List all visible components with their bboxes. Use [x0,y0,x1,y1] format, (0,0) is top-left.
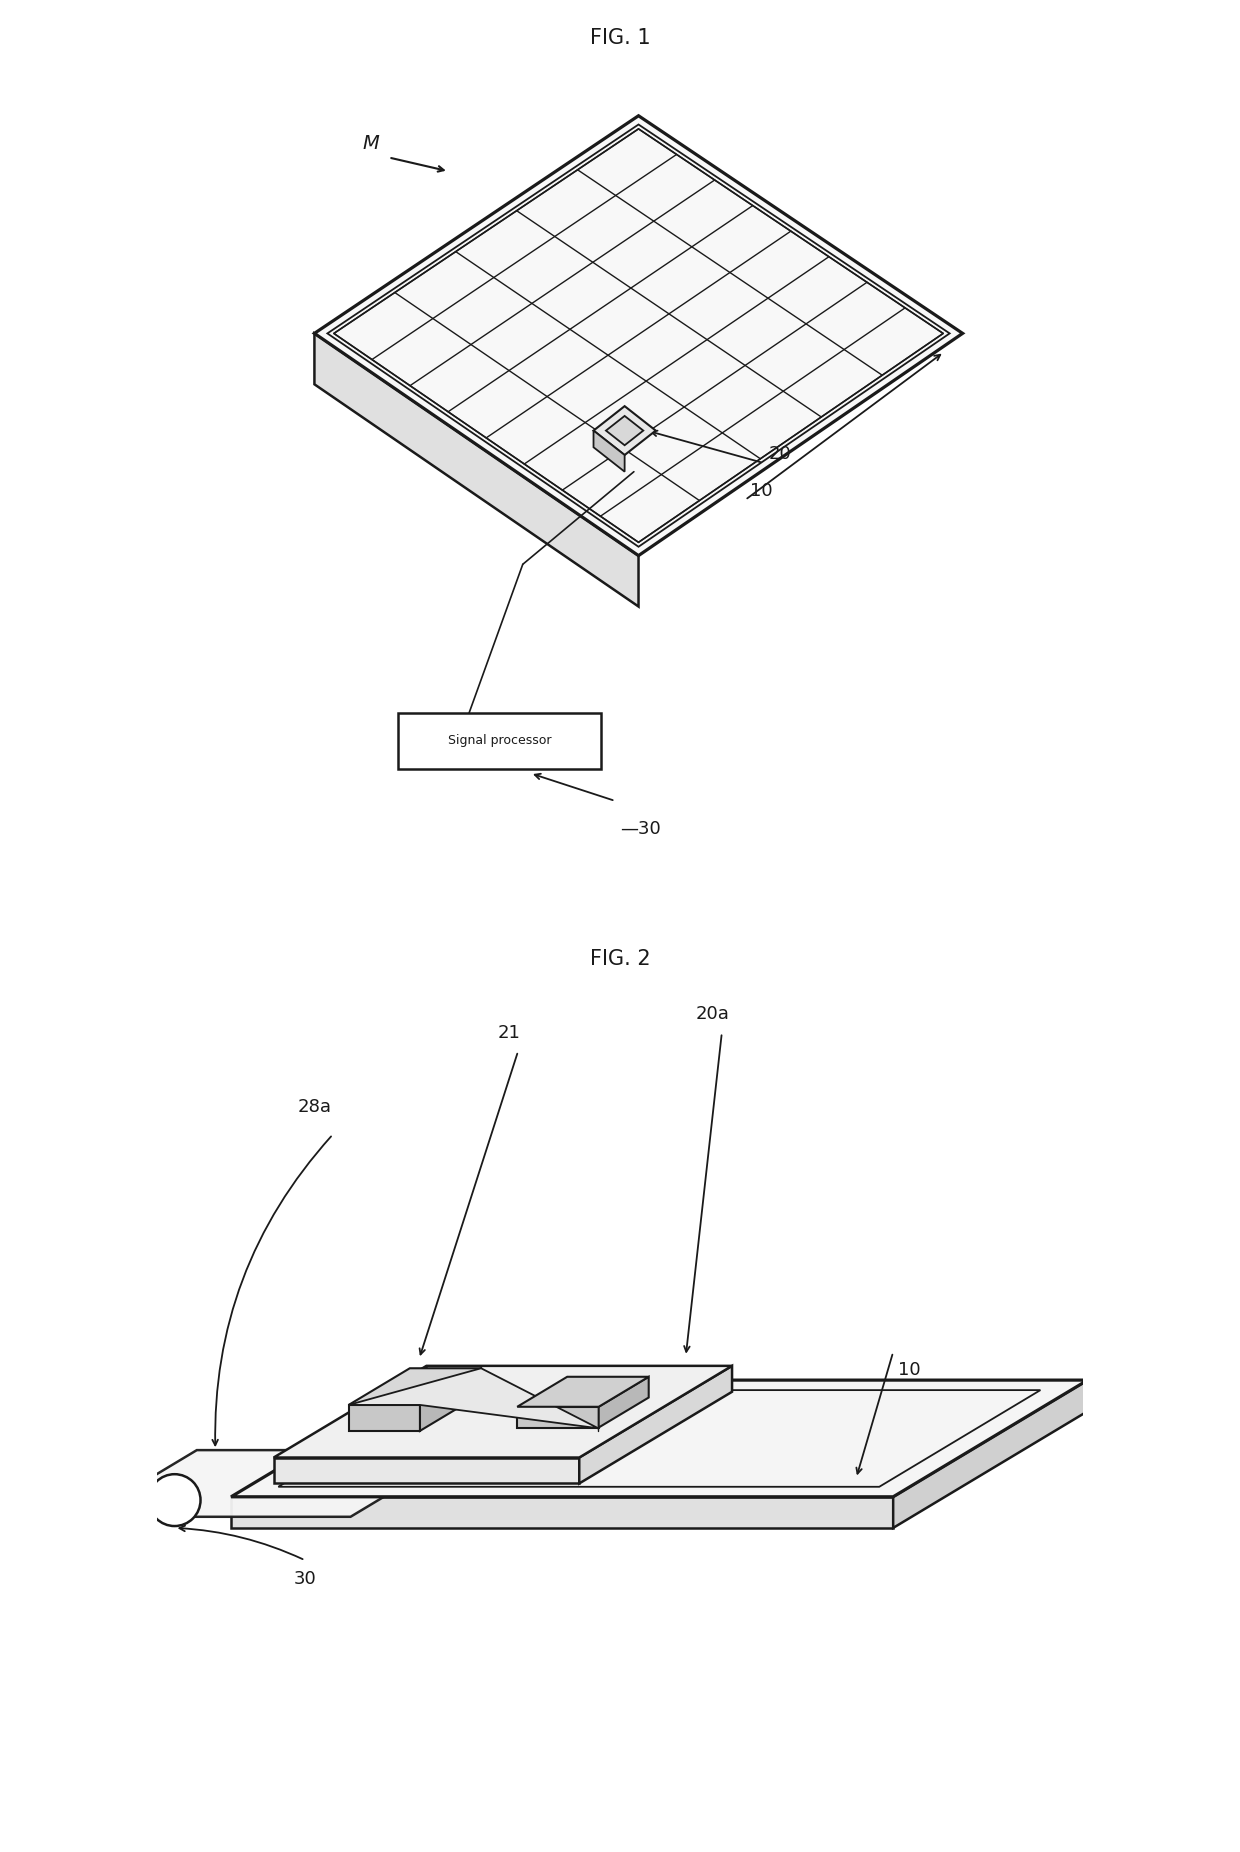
Polygon shape [606,417,644,444]
Polygon shape [274,1367,732,1458]
Polygon shape [594,406,656,456]
Text: FIG. 1: FIG. 1 [590,28,650,48]
Text: —30: —30 [620,819,661,837]
Text: 28a: 28a [298,1098,331,1115]
Text: Signal processor: Signal processor [448,733,552,748]
FancyBboxPatch shape [398,713,601,769]
Polygon shape [231,1496,893,1528]
Polygon shape [517,1376,649,1408]
Polygon shape [348,1406,420,1432]
Polygon shape [315,333,639,606]
Text: 10: 10 [898,1361,920,1380]
Polygon shape [594,430,625,472]
Polygon shape [274,1458,579,1483]
Text: 20: 20 [768,444,791,463]
Polygon shape [599,1376,649,1428]
Polygon shape [315,115,962,556]
Polygon shape [348,1369,598,1428]
Polygon shape [348,1369,481,1406]
Polygon shape [517,1408,599,1428]
Polygon shape [231,1380,1087,1496]
Text: FIG. 2: FIG. 2 [590,948,650,969]
Polygon shape [579,1367,732,1483]
Polygon shape [86,1450,461,1517]
Text: M: M [362,133,379,154]
Text: 10: 10 [750,482,773,500]
Text: 21: 21 [497,1024,521,1041]
Polygon shape [420,1369,481,1432]
Polygon shape [893,1380,1087,1528]
Circle shape [149,1474,201,1526]
Text: 20a: 20a [696,1006,729,1022]
Text: 30: 30 [294,1569,316,1587]
